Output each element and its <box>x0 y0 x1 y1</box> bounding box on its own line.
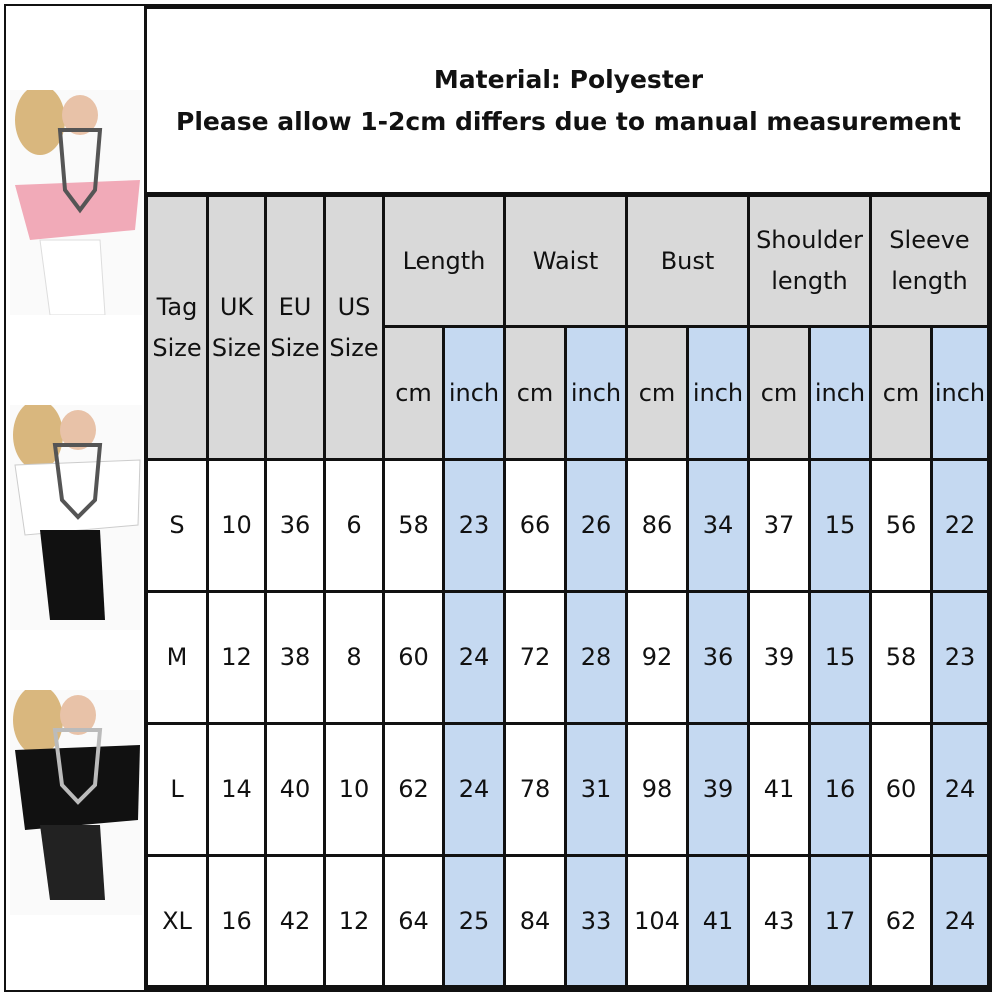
table-cell: 24 <box>933 725 987 854</box>
unit-header: cm <box>872 328 930 458</box>
table-cell: 22 <box>933 461 987 590</box>
product-photo-black <box>10 690 142 915</box>
table-cell: 60 <box>872 725 930 854</box>
table-cell: 66 <box>506 461 564 590</box>
size-header: UK Size <box>209 197 264 458</box>
table-cell: 33 <box>567 857 625 985</box>
table-cell: S <box>148 461 206 590</box>
table-cell: 34 <box>689 461 747 590</box>
table-cell: 15 <box>811 461 869 590</box>
table-cell: 43 <box>750 857 808 985</box>
table-cell: 25 <box>445 857 503 985</box>
table-cell: 84 <box>506 857 564 985</box>
table-cell: 16 <box>811 725 869 854</box>
unit-header: cm <box>750 328 808 458</box>
size-header: EU Size <box>267 197 323 458</box>
table-cell: 10 <box>326 725 382 854</box>
table-cell: 41 <box>750 725 808 854</box>
unit-header: cm <box>385 328 442 458</box>
table-cell: 72 <box>506 593 564 722</box>
table-cell: 23 <box>933 593 987 722</box>
table-cell: 42 <box>267 857 323 985</box>
table-cell: L <box>148 725 206 854</box>
table-cell: 39 <box>750 593 808 722</box>
size-header: Tag Size <box>148 197 206 458</box>
table-cell: 31 <box>567 725 625 854</box>
table-cell: 86 <box>628 461 686 590</box>
table-cell: 58 <box>872 593 930 722</box>
unit-header: cm <box>628 328 686 458</box>
table-cell: 15 <box>811 593 869 722</box>
size-header: US Size <box>326 197 382 458</box>
product-photo-pink <box>10 90 142 315</box>
table-cell: M <box>148 593 206 722</box>
product-photo-white <box>10 405 142 630</box>
table-cell: 78 <box>506 725 564 854</box>
table-cell: XL <box>148 857 206 985</box>
unit-header: inch <box>689 328 747 458</box>
table-cell: 62 <box>872 857 930 985</box>
measure-header: Sleeve length <box>872 197 987 325</box>
table-cell: 58 <box>385 461 442 590</box>
unit-header: cm <box>506 328 564 458</box>
header-line: Material: Polyester <box>433 64 704 94</box>
table-cell: 23 <box>445 461 503 590</box>
table-cell: 8 <box>326 593 382 722</box>
table-cell: 24 <box>445 593 503 722</box>
table-cell: 64 <box>385 857 442 985</box>
table-cell: 12 <box>209 593 264 722</box>
table-cell: 104 <box>628 857 686 985</box>
table-cell: 36 <box>267 461 323 590</box>
table-cell: 41 <box>689 857 747 985</box>
unit-header: inch <box>933 328 987 458</box>
table-header: Material: Polyester Please allow 1-2cm d… <box>147 9 990 192</box>
table-cell: 24 <box>445 725 503 854</box>
table-cell: 38 <box>267 593 323 722</box>
header-line: Please allow 1-2cm differs due to manual… <box>176 106 961 136</box>
table-cell: 39 <box>689 725 747 854</box>
table-cell: 98 <box>628 725 686 854</box>
unit-header: inch <box>445 328 503 458</box>
table-cell: 6 <box>326 461 382 590</box>
measure-header: Waist <box>506 197 625 325</box>
table-cell: 56 <box>872 461 930 590</box>
unit-header: inch <box>567 328 625 458</box>
table-cell: 24 <box>933 857 987 985</box>
table-cell: 26 <box>567 461 625 590</box>
table-cell: 40 <box>267 725 323 854</box>
table-cell: 60 <box>385 593 442 722</box>
measure-header: Length <box>385 197 503 325</box>
table-cell: 14 <box>209 725 264 854</box>
table-cell: 62 <box>385 725 442 854</box>
table-cell: 12 <box>326 857 382 985</box>
measure-header: Shoulder length <box>750 197 869 325</box>
table-cell: 10 <box>209 461 264 590</box>
table-cell: 92 <box>628 593 686 722</box>
measure-header: Bust <box>628 197 747 325</box>
table-cell: 37 <box>750 461 808 590</box>
table-cell: 17 <box>811 857 869 985</box>
table-cell: 16 <box>209 857 264 985</box>
unit-header: inch <box>811 328 869 458</box>
table-cell: 28 <box>567 593 625 722</box>
table-cell: 36 <box>689 593 747 722</box>
